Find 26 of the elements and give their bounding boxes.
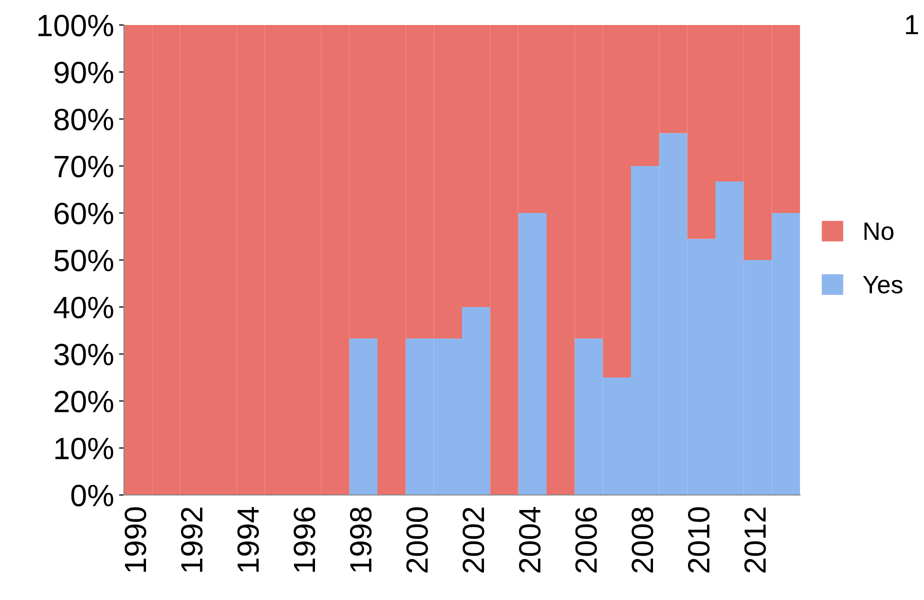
y-tick-label: 70%	[54, 156, 114, 178]
x-tick-label: 2010	[688, 507, 710, 573]
x-tick-label: 1994	[237, 507, 259, 572]
x-tick-label: 1990	[124, 507, 146, 572]
x-tick-label: 2002	[462, 508, 484, 573]
x-tick-label: 2012	[744, 508, 766, 573]
y-tick-label: 10%	[55, 438, 114, 460]
y-tick-label: 30%	[54, 344, 114, 366]
x-tick-label: 1996	[294, 507, 316, 572]
legend-label: Yes	[863, 276, 902, 294]
x-tick-label: 1998	[350, 507, 372, 572]
y-tick-label: 80%	[54, 108, 114, 130]
y-tick-label: 20%	[54, 390, 114, 412]
y-tick-label: 60%	[54, 202, 114, 224]
x-tick-label: 2004	[518, 507, 541, 573]
y-tick-label: 40%	[54, 296, 114, 318]
x-tick-label: 2000	[406, 507, 428, 573]
x-tick-label: 2006	[575, 507, 597, 573]
y-tick-label: 50%	[54, 250, 114, 272]
x-tick-label: 1992	[180, 508, 203, 572]
y-tick-label: 90%	[54, 62, 114, 84]
x-tick-label: 2008	[632, 507, 654, 573]
y-tick-label: 100%	[38, 14, 114, 36]
legend-label: No	[864, 222, 894, 240]
y-tick-label: 0%	[71, 484, 114, 506]
text: 1	[906, 15, 918, 34]
